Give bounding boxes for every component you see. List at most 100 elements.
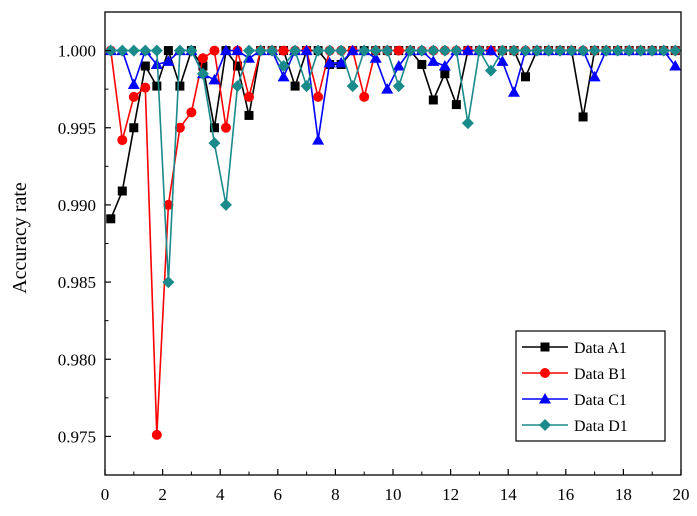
data-point: [438, 60, 451, 71]
data-point: [254, 44, 267, 57]
data-point: [152, 81, 162, 91]
data-point: [244, 110, 254, 120]
data-point: [300, 80, 313, 93]
data-point: [163, 46, 173, 56]
data-point: [140, 61, 150, 71]
data-point: [289, 44, 302, 57]
y-tick-label: 1.000: [58, 42, 96, 61]
data-point: [381, 44, 394, 57]
series-data-c1: [104, 44, 682, 145]
data-point: [577, 44, 590, 57]
data-point: [312, 134, 325, 145]
data-point: [669, 60, 682, 71]
data-point: [209, 45, 220, 56]
data-point: [634, 44, 647, 57]
data-point: [520, 72, 530, 82]
data-point: [196, 67, 209, 80]
data-point: [243, 44, 255, 57]
data-point: [588, 44, 601, 57]
data-point: [404, 44, 417, 57]
data-point: [484, 44, 497, 56]
data-point: [139, 44, 152, 57]
data-point: [519, 44, 532, 57]
data-point: [244, 91, 254, 102]
data-point: [151, 429, 162, 440]
data-point: [232, 61, 242, 71]
data-point: [277, 70, 290, 82]
data-point: [531, 44, 543, 57]
legend-entry: Data B1: [522, 366, 627, 383]
data-point: [588, 70, 601, 82]
data-point: [346, 80, 359, 93]
legend-marker: [539, 419, 551, 431]
data-point: [209, 123, 219, 133]
data-point: [369, 52, 382, 63]
x-tick-label: 16: [557, 485, 574, 504]
data-point: [427, 55, 440, 66]
data-point: [542, 44, 555, 57]
x-tick-label: 2: [158, 485, 167, 504]
data-point: [393, 45, 404, 56]
x-tick-label: 6: [274, 485, 283, 504]
data-point: [197, 53, 208, 64]
data-point: [185, 44, 198, 57]
data-point: [335, 44, 348, 57]
legend-label: Data A1: [574, 340, 627, 357]
data-point: [277, 60, 290, 73]
x-tick-label: 4: [216, 485, 225, 504]
data-point: [438, 44, 451, 57]
legend-marker: [539, 393, 551, 404]
data-point: [208, 137, 221, 150]
y-tick-label: 0.975: [58, 427, 96, 446]
legend-marker: [540, 368, 550, 378]
data-point: [496, 55, 509, 66]
axes: 0 2 4 6 8 10 12 14 16 18 20 0.975 0.980 0.985 0.990 0.9…: [58, 11, 690, 504]
series-line: [110, 49, 676, 283]
plot-area: [104, 44, 682, 440]
data-point: [335, 56, 348, 68]
data-point: [428, 95, 438, 105]
data-point: [461, 44, 474, 56]
data-point: [646, 44, 659, 57]
data-point: [473, 44, 486, 57]
data-point: [266, 44, 279, 57]
data-point: [323, 44, 336, 57]
data-point: [290, 81, 300, 91]
data-point: [359, 91, 370, 102]
data-point: [346, 44, 359, 56]
data-point: [198, 61, 208, 71]
data-point: [611, 44, 624, 57]
legend-entry: Data C1: [522, 392, 627, 409]
x-tick-label: 8: [331, 485, 340, 504]
data-point: [417, 59, 427, 69]
data-point: [162, 276, 175, 289]
data-point: [369, 44, 382, 57]
legend-marker: [540, 342, 550, 352]
data-point: [600, 44, 613, 57]
data-point: [381, 83, 394, 94]
data-point: [323, 56, 336, 68]
data-point: [219, 44, 232, 56]
x-tick-label: 20: [673, 485, 690, 504]
data-point: [116, 44, 129, 57]
x-tick-label: 0: [101, 485, 110, 504]
y-tick-label: 0.980: [58, 350, 96, 369]
data-point: [623, 44, 636, 57]
data-point: [507, 44, 520, 57]
data-point: [150, 44, 163, 57]
data-point: [415, 44, 428, 57]
data-point: [278, 45, 289, 56]
series-data-d1: [104, 44, 682, 289]
data-point: [163, 199, 174, 210]
legend-label: Data D1: [574, 418, 628, 435]
data-point: [231, 44, 244, 56]
data-point: [127, 78, 140, 90]
data-point: [220, 122, 231, 133]
y-tick-label: 0.990: [58, 196, 96, 215]
data-point: [461, 117, 474, 130]
data-point: [440, 69, 450, 79]
legend-label: Data C1: [574, 392, 627, 409]
data-point: [175, 81, 185, 91]
y-axis-title: Accuracy rate: [9, 182, 31, 294]
